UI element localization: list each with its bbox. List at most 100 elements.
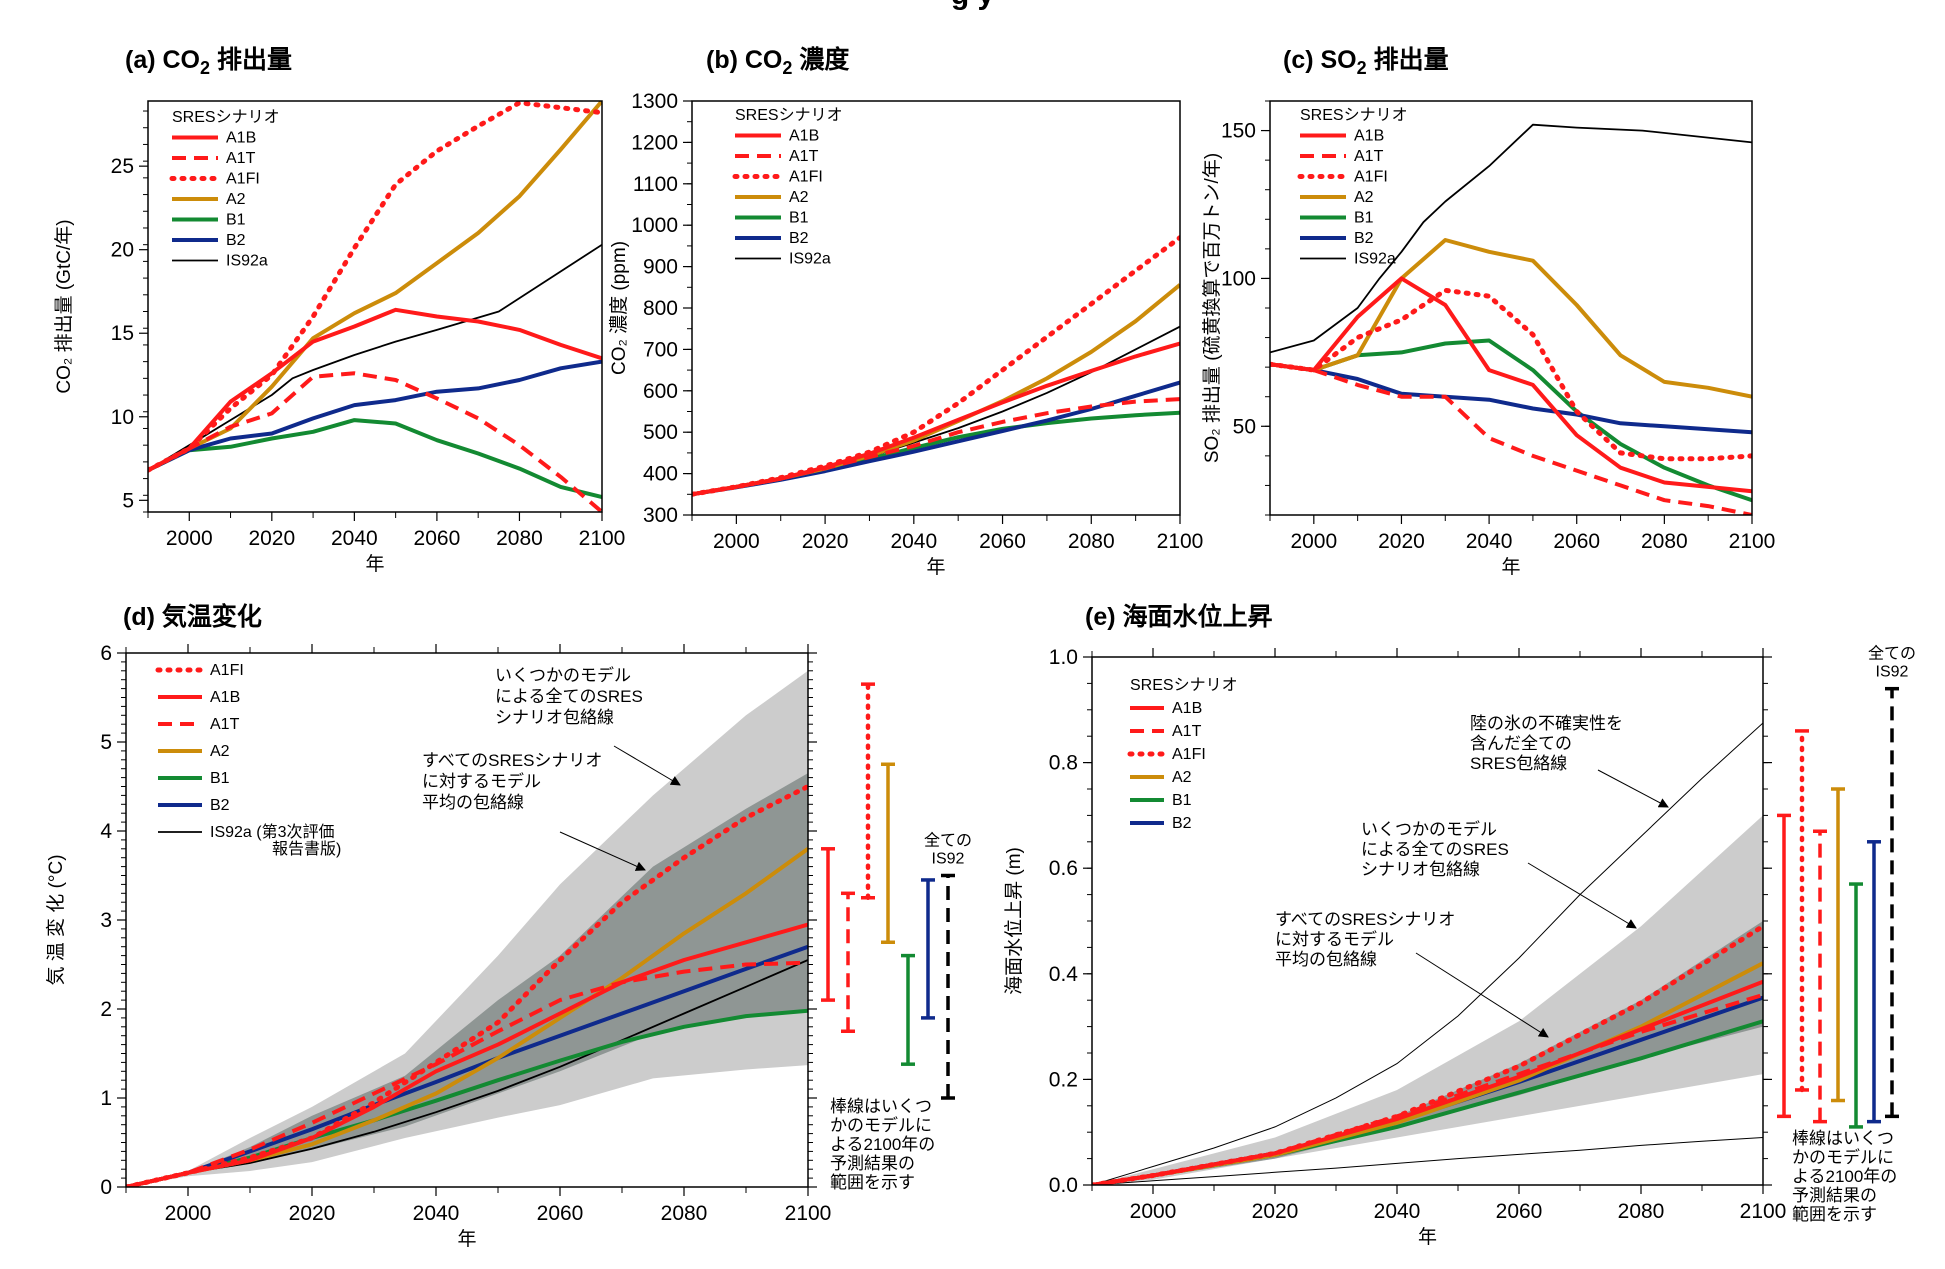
legend-label: A1B <box>1354 128 1384 145</box>
x-tick-label: 2040 <box>1466 530 1513 553</box>
annotation-land-ice-envelope-line: 陸の氷の不確実性を <box>1470 714 1623 733</box>
x-tick-label: 2040 <box>890 530 937 553</box>
legend-label: IS92a <box>789 251 831 268</box>
y-tick-label: 0.8 <box>1049 752 1078 775</box>
y-tick-label: 100 <box>1221 267 1256 290</box>
range-bar-a2 <box>881 762 895 944</box>
series-group <box>148 101 602 512</box>
legend-item-a1b: A1B <box>172 130 256 147</box>
x-tick-label: 2020 <box>1378 530 1425 553</box>
x-tick-label: 2040 <box>413 1202 460 1225</box>
series-line-is92a <box>126 959 808 1187</box>
range-bar-a1b <box>1777 813 1791 1119</box>
annotation-outer-envelope-line: いくつかのモデル <box>495 665 631 685</box>
y-tick-label: 4 <box>100 820 112 843</box>
panel-title: (d) 気温変化 <box>123 602 262 631</box>
x-tick-label: 2060 <box>414 527 461 550</box>
y-tick-label: 700 <box>643 338 678 361</box>
band-outer-all-sres-models <box>126 670 808 1187</box>
legend-label: A1T <box>1172 723 1202 740</box>
range-bar-a1t <box>1813 829 1827 1124</box>
legend-item-a1fi: A1FI <box>1297 169 1388 186</box>
legend-title: SRESシナリオ <box>1130 677 1238 694</box>
legend-label: A1FI <box>226 171 260 188</box>
arrow-land-ice-envelope <box>1597 769 1669 808</box>
legend-label: A2 <box>1172 769 1192 786</box>
y-tick-label: 150 <box>1221 120 1256 143</box>
series-line-a2 <box>148 101 602 472</box>
range-bars-note-line: 予測結果の <box>830 1154 915 1173</box>
x-axis-label: 年 <box>1501 556 1520 578</box>
panel-b-co2-concentration: (b) CO2 濃度 2000 2020 2040 2060 2080 2100 300 400… <box>608 45 1203 578</box>
x-tick-label: 2060 <box>1496 1200 1543 1223</box>
y-axis-label: 海面水位上昇 (m) <box>1003 847 1025 995</box>
is92-label-line: IS92 <box>932 851 965 868</box>
annotation-outer-envelope-line: いくつかのモデル <box>1361 819 1497 839</box>
series-line-b1 <box>1270 338 1752 503</box>
x-tick-label: 2080 <box>1618 1200 1665 1223</box>
x-tick-label: 2100 <box>579 527 626 550</box>
legend-label: A1B <box>1172 700 1202 717</box>
range-bars-note-line: 範囲を示す <box>830 1173 915 1192</box>
annotation-inner-envelope-line: に対するモデル <box>422 771 541 791</box>
legend-item-b2: B2 <box>158 797 230 814</box>
series-line-a1fi <box>692 235 1180 497</box>
legend-item-a1t: A1T <box>1300 148 1384 165</box>
legend-item-a2: A2 <box>158 743 230 760</box>
legend-item-a1fi: A1FI <box>1127 746 1206 763</box>
annotation-inner-envelope-line: 平均の包絡線 <box>1275 950 1377 969</box>
legend-item-b2: B2 <box>172 232 246 249</box>
y-axis-label: CO₂ 排出量 (GtC/年) <box>53 219 75 393</box>
y-tick-label: 0.6 <box>1049 857 1078 880</box>
y-axis-label: CO₂ 濃度 (ppm) <box>608 241 630 375</box>
series-line-a1fi <box>126 784 808 1187</box>
legend-label: A1T <box>210 716 240 733</box>
legend-item-a2: A2 <box>172 191 246 208</box>
annotation-land-ice-envelope-line: 含んだ全ての <box>1470 734 1572 753</box>
x-tick-label: 2000 <box>713 530 760 553</box>
legend-label: A2 <box>210 743 230 760</box>
series-line-a1t <box>1270 362 1752 515</box>
legend-label: B2 <box>210 797 230 814</box>
x-tick-label: 2080 <box>496 527 543 550</box>
x-tick-label: 2000 <box>165 1202 212 1225</box>
y-tick-label: 0 <box>100 1176 112 1199</box>
legend-label: A1B <box>789 128 819 145</box>
series-group <box>1092 923 1763 1185</box>
annotation-land-ice-envelope-line: SRES包絡線 <box>1470 754 1567 773</box>
range-bar-b1 <box>901 953 915 1066</box>
x-tick-label: 2020 <box>1252 1200 1299 1223</box>
panel-c-so2-emissions: (c) SO2 排出量 2000 2020 2040 2060 2080 2100 50 100… <box>1201 46 1775 578</box>
legend-item-is92a: IS92a <box>172 253 268 270</box>
legend-label: A1FI <box>789 169 823 186</box>
legend-item-b1: B1 <box>1130 792 1192 809</box>
series-group <box>126 784 808 1187</box>
series-line-a2 <box>1270 238 1752 399</box>
series-line-a1t <box>692 397 1180 497</box>
x-tick-label: 2020 <box>802 530 849 553</box>
panel-title: (a) CO2 排出量 <box>125 46 292 78</box>
legend-label: B2 <box>1172 815 1192 832</box>
panel-d-temperature-change: (d) 気温変化 2000 2020 2040 2060 2080 2100 0 1 2 3 4 5 6 年… <box>45 602 972 1250</box>
series-line-is92a <box>148 243 602 471</box>
y-tick-label: 1 <box>100 1087 112 1110</box>
plot-frame <box>691 100 1181 516</box>
range-bars-note-line: 棒線はいくつ <box>830 1097 932 1116</box>
y-tick-label: 15 <box>111 322 134 345</box>
y-tick-label: 5 <box>122 489 134 512</box>
legend-label: A1FI <box>1172 746 1206 763</box>
range-bar-b2 <box>1867 840 1881 1124</box>
panel-title: (b) CO2 濃度 <box>706 45 849 78</box>
legend-label: A1FI <box>1354 169 1388 186</box>
x-tick-label: 2060 <box>1553 530 1600 553</box>
y-tick-label: 1000 <box>631 214 678 237</box>
series-line-b1 <box>148 418 602 499</box>
arrow-outer-envelope <box>613 745 681 786</box>
x-tick-label: 2100 <box>1157 530 1204 553</box>
y-tick-label: 50 <box>1233 415 1256 438</box>
legend-item-b2: B2 <box>1130 815 1192 832</box>
range-bars-note-line: かのモデルに <box>1792 1147 1894 1167</box>
panel-a-co2-emissions: (a) CO2 排出量 2000 2020 2040 2060 2080 2100 5 10 15… <box>53 46 625 575</box>
